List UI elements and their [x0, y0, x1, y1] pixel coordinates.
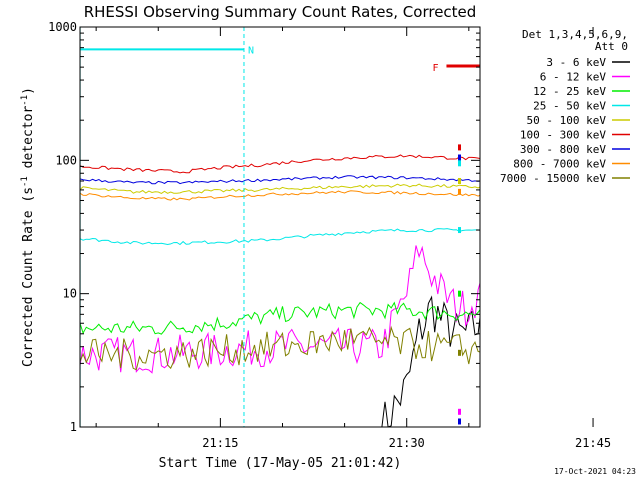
- y-axis-label-exponent: -1: [20, 95, 30, 106]
- y-tick-label: 1: [70, 420, 77, 434]
- legend-header: Det 1,3,4,5,6,9,: [522, 28, 628, 41]
- end-mark: [458, 408, 461, 415]
- generation-timestamp: 17-Oct-2021 04:23: [554, 467, 636, 476]
- end-mark: [458, 227, 461, 234]
- series-line: [80, 183, 480, 194]
- x-tick-label: 21:15: [202, 436, 238, 450]
- legend-label: 12 - 25 keV: [533, 85, 606, 98]
- end-mark: [458, 177, 461, 184]
- series-line: [381, 295, 480, 427]
- y-axis: 1 10 100 1000: [48, 20, 480, 434]
- end-mark: [458, 418, 461, 425]
- series-line: [80, 154, 480, 174]
- legend-label: 6 - 12 keV: [540, 71, 607, 84]
- legend-header: Att 0: [595, 40, 628, 53]
- legend-label: 7000 - 15000 keV: [500, 172, 606, 185]
- end-mark: [458, 349, 461, 356]
- legend-label: 100 - 300 keV: [520, 129, 606, 142]
- y-axis-label-part: ): [21, 87, 36, 95]
- legend-label: 3 - 6 keV: [546, 56, 606, 69]
- series-line: [80, 175, 480, 185]
- x-axis-label: Start Time (17-May-05 21:01:42): [159, 456, 402, 471]
- x-tick-label: 21:30: [389, 436, 425, 450]
- end-mark: [458, 188, 461, 195]
- x-tick-label: 21:45: [575, 436, 611, 450]
- y-axis-label-exponent: -1: [20, 176, 30, 187]
- night-bar-label: N: [248, 45, 254, 56]
- end-mark: [458, 160, 461, 167]
- legend-label: 25 - 50 keV: [533, 100, 606, 113]
- y-tick-label: 100: [55, 153, 77, 167]
- y-tick-label: 10: [63, 287, 77, 301]
- y-axis-label: Corrected Count Rate (s-1 detector-1): [20, 87, 36, 367]
- flare-bar-label: F: [432, 63, 438, 74]
- plot-area: NSF: [80, 27, 480, 427]
- series-line: [80, 301, 480, 335]
- series-line: [80, 245, 480, 374]
- y-tick-label: 1000: [48, 20, 77, 34]
- end-mark: [458, 154, 461, 161]
- legend-label: 50 - 100 keV: [527, 114, 607, 127]
- end-mark: [458, 290, 461, 297]
- end-mark: [458, 144, 461, 151]
- series-line: [80, 190, 480, 201]
- legend-label: 800 - 7000 keV: [513, 158, 606, 171]
- y-axis-label-part: detector: [21, 106, 36, 177]
- series-line: [80, 228, 480, 246]
- chart-title: RHESSI Observing Summary Count Rates, Co…: [84, 3, 477, 21]
- plot-frame: [79, 26, 481, 428]
- series-line: [80, 325, 480, 371]
- legend-label: 300 - 800 keV: [520, 143, 606, 156]
- legend: Det 1,3,4,5,6,9,Att 0 3 - 6 keV 6 - 12 keV…: [500, 28, 630, 185]
- y-axis-label-part: Corrected Count Rate (s: [21, 187, 36, 367]
